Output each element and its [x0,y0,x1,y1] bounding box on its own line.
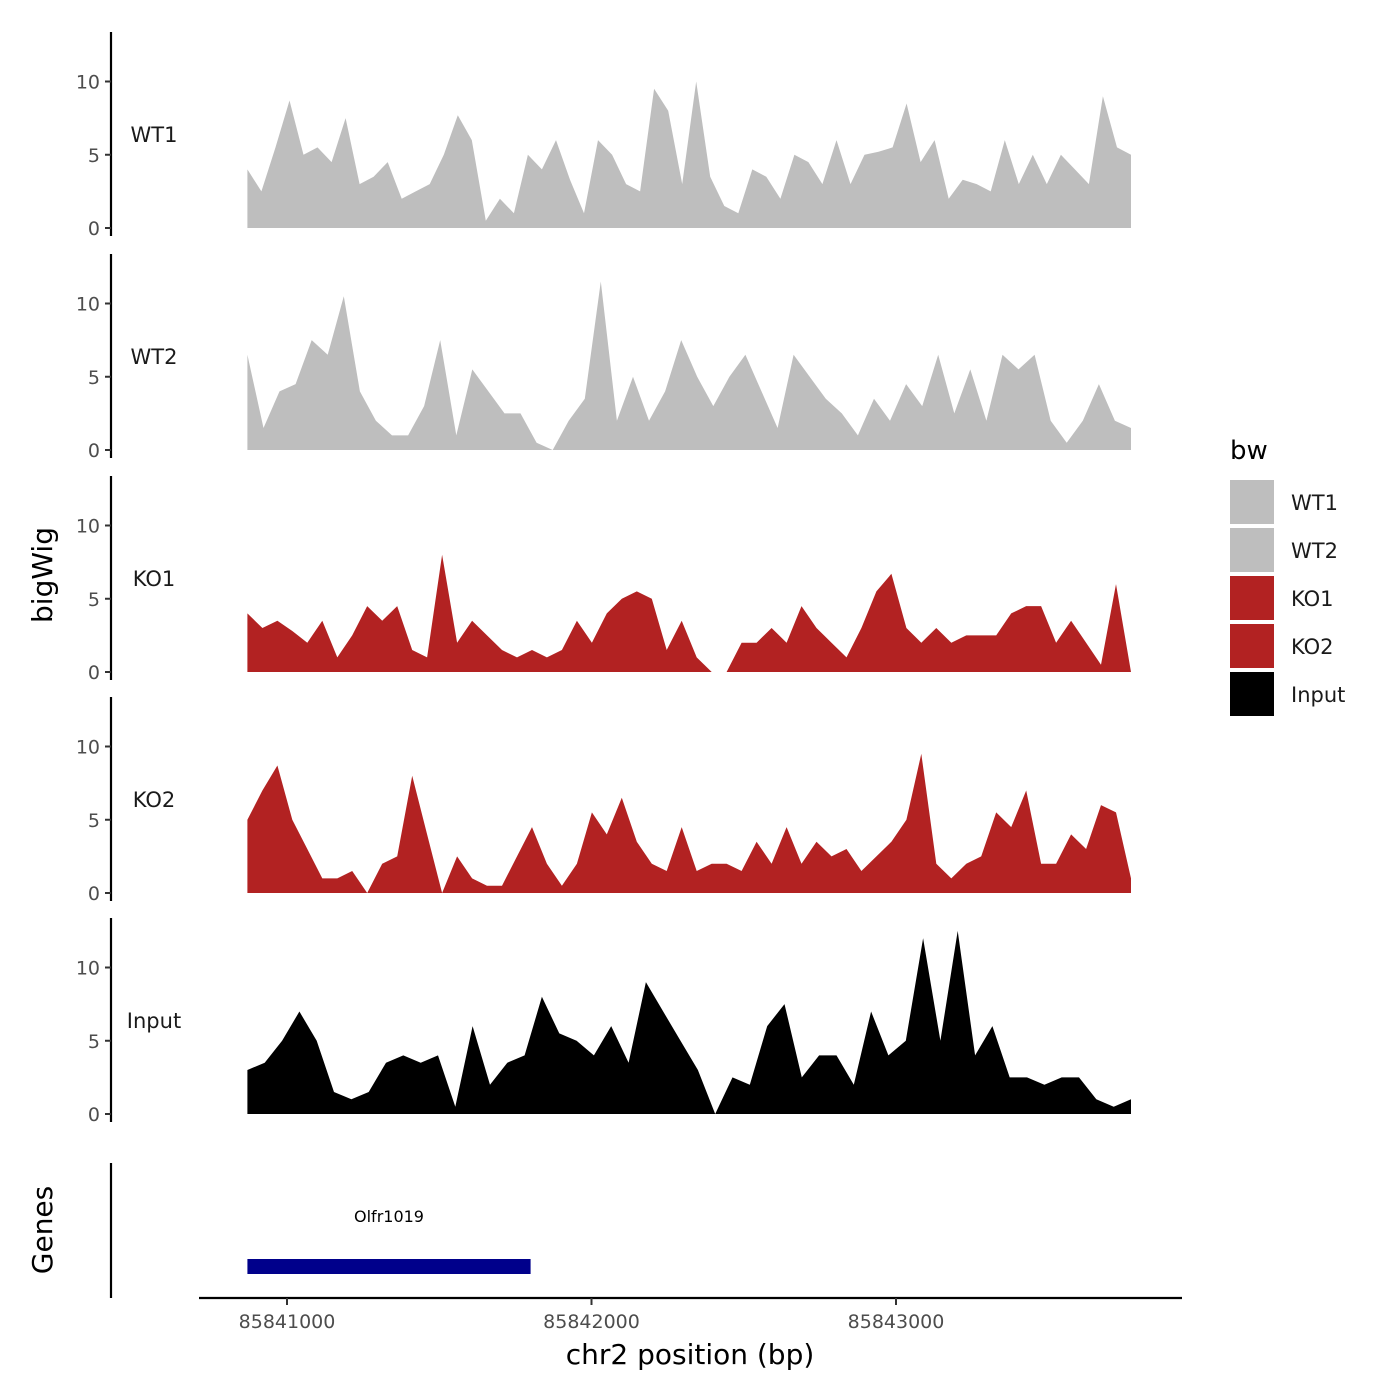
legend-key-ko1 [1230,576,1274,620]
track-label: WT2 [131,345,178,369]
y-tick-label: 5 [88,145,100,167]
track-ko2: 0 5 10 KO2 [76,697,1131,905]
y-tick-label: 0 [88,218,100,240]
area-ko2 [247,753,1131,893]
legend-key-input [1230,672,1274,716]
y-tick-label: 10 [76,516,100,538]
bigwig-tracks: 0 5 10 WT1 0 5 10 WT2 0 5 10 KO1 0 5 10 KO2 0 5 10 Input [76,32,1131,1126]
genes-panel: Genes Olfr1019 [26,1163,531,1298]
legend-label: Input [1291,683,1345,707]
gene-body [247,1259,531,1274]
x-ticks: 85841000 85842000 85843000 [239,1298,945,1333]
y-tick-label: 10 [76,294,100,316]
y-axis-title: bigWig [26,527,59,623]
x-axis: 85841000 85842000 85843000 chr2 position (… [199,1296,1182,1371]
x-tick-label: 85842000 [543,1311,640,1333]
legend-items: WT1 WT2 KO1 KO2 Input [1230,480,1345,716]
track-wt2: 0 5 10 WT2 [76,254,1131,462]
area-wt2 [247,281,1131,450]
y-tick-label: 10 [76,958,100,980]
legend-key-wt2 [1230,528,1274,572]
area-wt1 [247,81,1131,228]
x-tick-label: 85843000 [848,1311,945,1333]
y-tick-label: 5 [88,589,100,611]
gene-features: Olfr1019 [247,1207,531,1274]
genes-axis-title: Genes [26,1186,59,1274]
gene-label: Olfr1019 [354,1207,424,1226]
y-tick-label: 5 [88,810,100,832]
y-tick-label: 5 [88,1031,100,1053]
legend-title: bw [1230,436,1268,466]
legend-label: KO2 [1291,635,1334,659]
y-tick-label: 0 [88,1104,100,1126]
area-input [247,930,1131,1114]
track-input: 0 5 10 Input [76,918,1131,1126]
x-tick-label: 85841000 [239,1311,336,1333]
legend-key-ko2 [1230,624,1274,668]
legend-key-wt1 [1230,480,1274,524]
y-tick-label: 0 [88,883,100,905]
area-ko1 [247,554,1131,672]
legend: bw WT1 WT2 KO1 KO2 Input [1230,436,1345,716]
y-tick-label: 10 [76,737,100,759]
legend-label: WT2 [1291,539,1338,563]
y-tick-label: 5 [88,367,100,389]
legend-label: KO1 [1291,587,1334,611]
y-tick-label: 10 [76,72,100,94]
track-ko1: 0 5 10 KO1 [76,476,1131,684]
track-label: KO2 [133,788,176,812]
y-tick-label: 0 [88,662,100,684]
x-axis-title: chr2 position (bp) [566,1338,815,1371]
y-tick-label: 0 [88,440,100,462]
track-label: WT1 [131,123,178,147]
track-label: Input [127,1009,181,1033]
track-label: KO1 [133,567,176,591]
legend-label: WT1 [1291,491,1338,515]
track-wt1: 0 5 10 WT1 [76,32,1131,240]
